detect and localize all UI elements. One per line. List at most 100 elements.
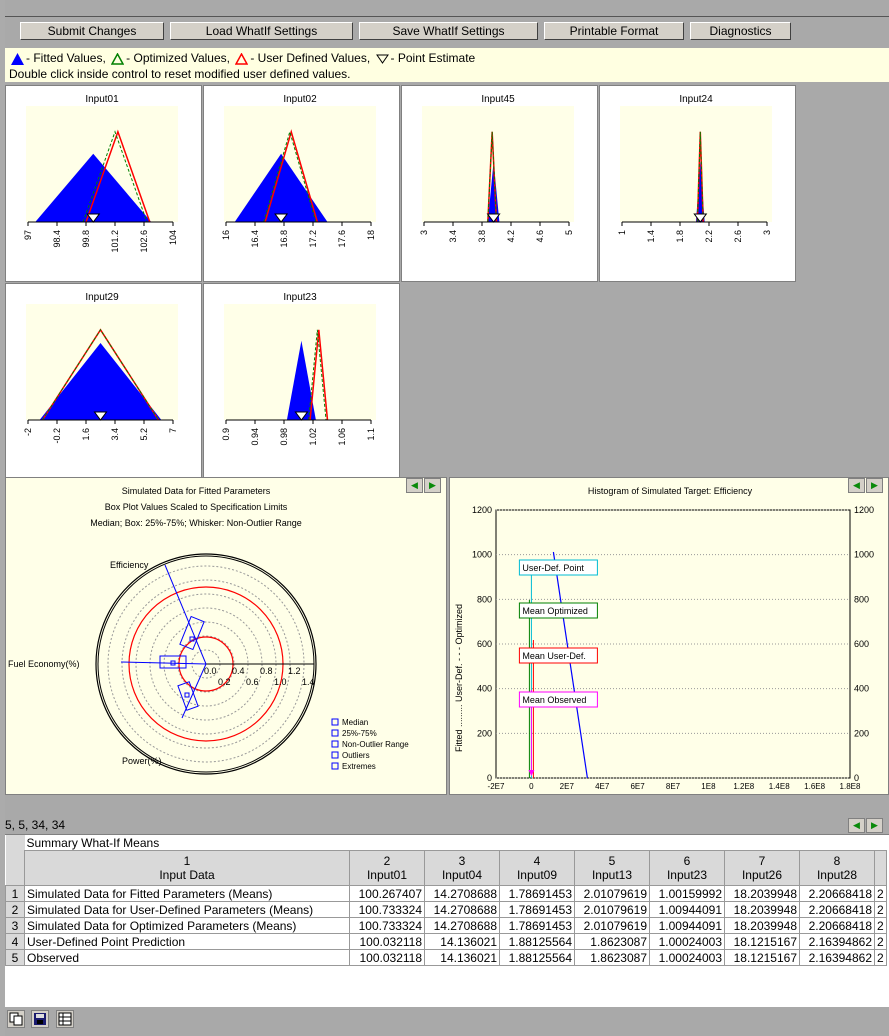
column-header[interactable]: 7 Input26 xyxy=(724,850,800,886)
table-cell: 2.16394862 xyxy=(799,933,875,950)
polar-legend-item: Extremes xyxy=(342,762,376,771)
hist-ytick-left: 400 xyxy=(477,684,492,694)
axis-efficiency: Efficiency xyxy=(110,560,149,570)
fitted-density-line xyxy=(552,551,588,779)
table-row[interactable]: 4 User-Defined Point Prediction 100.032118… xyxy=(5,933,887,950)
hist-ytick-right: 800 xyxy=(854,594,869,604)
table-row[interactable]: 3 Simulated Data for Optimized Parameters… xyxy=(5,917,887,934)
hist-ytick-right: 200 xyxy=(854,728,869,738)
table-cell: 14.2708688 xyxy=(424,901,500,918)
mini-tick-label: 4.6 xyxy=(535,230,545,243)
hist-xtick: 1E8 xyxy=(701,782,716,791)
diagnostics-button[interactable]: Diagnostics xyxy=(690,22,791,40)
polar-boxplot-chart: Simulated Data for Fitted Parameters Box… xyxy=(8,486,409,775)
column-header[interactable]: 2 Input01 xyxy=(349,850,425,886)
polar-legend-item: Median xyxy=(342,718,368,727)
hist-annotation-box xyxy=(518,559,598,576)
table-row[interactable]: 1 Simulated Data for Fitted Parameters (M… xyxy=(5,885,887,902)
mini-tick-label: 1.8 xyxy=(675,230,685,243)
mini-title: Input01 xyxy=(85,94,119,105)
mini-tick-label: 18 xyxy=(366,230,376,240)
table-cell: 1.00944091 xyxy=(649,917,725,934)
histogram-panel-input23[interactable]: Input23 0.9 0.94 0.98 1.02 1.06 1.1 xyxy=(203,283,400,480)
scroll-right-icon[interactable]: ▶ xyxy=(866,478,883,493)
hist-scroll-buttons[interactable]: ◀ ▶ xyxy=(848,478,886,494)
histogram-panel-input01[interactable]: Input01 97 98.4 99.8 101.2 102.6 104 xyxy=(5,85,202,282)
mini-title: Input45 xyxy=(481,94,515,105)
hist-ytick-left: 600 xyxy=(477,639,492,649)
radial-tick-label: 1.4 xyxy=(302,677,315,687)
median-marker xyxy=(189,636,195,642)
table-row[interactable]: 2 Simulated Data for User-Defined Paramet… xyxy=(5,901,887,918)
reset-hint: Double click inside control to reset mod… xyxy=(9,67,351,81)
hist-xtick: 1.8E8 xyxy=(840,782,861,791)
histogram-panel-input02[interactable]: Input02 16 16.4 16.8 17.2 17.6 18 xyxy=(203,85,400,282)
table-cell: 2.16394862 xyxy=(799,949,875,966)
hist-ytick-left: 0 xyxy=(487,773,492,783)
save-icon[interactable] xyxy=(31,1010,50,1028)
table-cell: 2.20668418 xyxy=(799,917,875,934)
load-whatif-settings-button[interactable]: Load WhatIf Settings xyxy=(170,22,353,40)
table-cell: 1.00159992 xyxy=(649,885,725,902)
histogram-panel-input45[interactable]: Input45 3 3.4 3.8 4.2 4.6 5 xyxy=(401,85,598,282)
hist-xtick: 1.6E8 xyxy=(804,782,825,791)
table-cell: 2.01079619 xyxy=(574,917,650,934)
table-cell-overflow: 2 xyxy=(874,949,887,966)
mini-title: Input24 xyxy=(679,94,713,105)
mini-tick-label: 16.8 xyxy=(279,230,289,248)
column-header[interactable]: 1 Input Data xyxy=(24,850,350,886)
scroll-right-icon[interactable]: ▶ xyxy=(424,478,441,493)
efficiency-box xyxy=(179,615,205,651)
median-marker xyxy=(170,660,176,666)
optimized-triangle-icon xyxy=(111,52,125,65)
point-estimate-marker xyxy=(693,213,708,223)
scroll-left-icon[interactable]: ◀ xyxy=(848,478,865,493)
hist-ytick-left: 800 xyxy=(477,594,492,604)
point-estimate-marker xyxy=(274,213,289,223)
table-cell: 2.01079619 xyxy=(574,885,650,902)
fitted-area xyxy=(286,340,316,420)
mini-tick-label: 101.2 xyxy=(110,230,120,253)
fitted-area xyxy=(39,343,162,420)
fitted-area xyxy=(234,153,328,222)
table-icon[interactable] xyxy=(55,1010,74,1028)
table-cell: 1.88125564 xyxy=(499,949,575,966)
bottom-icon-bar xyxy=(7,1010,77,1028)
printable-format-button[interactable]: Printable Format xyxy=(544,22,684,40)
mini-title: Input23 xyxy=(283,292,317,303)
table-cell: 18.1215167 xyxy=(724,949,800,966)
table-cell: 18.2039948 xyxy=(724,901,800,918)
fitted-triangle-icon xyxy=(11,52,24,65)
column-header[interactable]: 4 Input09 xyxy=(499,850,575,886)
polar-scroll-buttons[interactable]: ◀ ▶ xyxy=(406,478,444,494)
target-histogram-chart: Histogram of Simulated Target: Efficienc… xyxy=(454,486,874,791)
hist-ytick-left: 1000 xyxy=(472,550,492,560)
column-header[interactable]: 5 Input13 xyxy=(574,850,650,886)
save-whatif-settings-button[interactable]: Save WhatIf Settings xyxy=(359,22,538,40)
table-scroll-buttons[interactable]: ◀ ▶ xyxy=(848,818,886,834)
scroll-right-icon[interactable]: ▶ xyxy=(866,818,883,833)
hist-xtick: -2E7 xyxy=(488,782,505,791)
scroll-left-icon[interactable]: ◀ xyxy=(406,478,423,493)
table-cell: 14.2708688 xyxy=(424,885,500,902)
column-header[interactable]: 3 Input04 xyxy=(424,850,500,886)
copy-icon[interactable] xyxy=(7,1010,25,1028)
point-estimate-icon xyxy=(375,54,389,64)
histogram-panel-input24[interactable]: Input24 1 1.4 1.8 2.2 2.6 3 xyxy=(599,85,796,282)
polar-boxplot-panel[interactable]: Simulated Data for Fitted Parameters Box… xyxy=(5,477,447,795)
scroll-left-icon[interactable]: ◀ xyxy=(848,818,865,833)
table-cell: 100.733324 xyxy=(349,917,425,934)
hist-annotation-box xyxy=(518,647,598,664)
column-header[interactable]: 8 Input28 xyxy=(799,850,875,886)
histogram-panel-input29[interactable]: Input29 -2 -0.2 1.6 3.4 5.2 7 xyxy=(5,283,202,480)
target-histogram-panel[interactable]: Histogram of Simulated Target: Efficienc… xyxy=(449,477,889,795)
row-number: 1 xyxy=(5,885,25,902)
radial-tick-label: 0.6 xyxy=(246,677,259,687)
mini-tick-label: 3.4 xyxy=(448,230,458,243)
mini-histogram-input02: Input02 16 16.4 16.8 17.2 17.6 18 xyxy=(221,94,376,248)
table-row[interactable]: 5 Observed 100.032118 14.136021 1.88125564 1.… xyxy=(5,949,887,966)
mini-tick-label: 1.4 xyxy=(646,230,656,243)
column-header[interactable]: 6 Input23 xyxy=(649,850,725,886)
submit-changes-button[interactable]: Submit Changes xyxy=(20,22,164,40)
mini-tick-label: 1.6 xyxy=(81,428,91,441)
